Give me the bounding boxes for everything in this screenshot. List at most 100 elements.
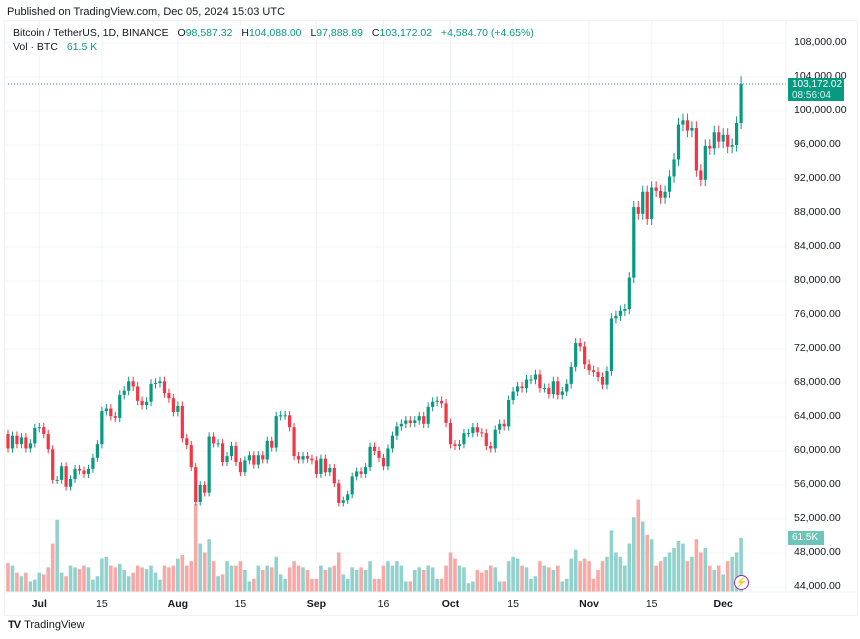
- volume-bar: [721, 574, 725, 592]
- candle-body: [60, 466, 64, 480]
- candle-body: [676, 124, 681, 160]
- candle-body: [6, 434, 10, 449]
- volume-bar: [328, 567, 332, 592]
- volume-bar: [126, 576, 131, 592]
- candle-body: [390, 435, 395, 449]
- volume-bar: [649, 539, 654, 592]
- candle-body: [466, 433, 471, 435]
- candle-body: [144, 401, 149, 406]
- candle-body: [690, 128, 694, 131]
- volume-bar: [207, 539, 211, 592]
- volume-bar: [167, 567, 171, 592]
- volume-bar: [618, 556, 623, 592]
- candle-body: [51, 449, 55, 480]
- candle-body: [422, 416, 426, 424]
- volume-bar: [332, 565, 337, 592]
- candle-body: [650, 187, 654, 219]
- low-value: 97,888.89: [316, 27, 363, 39]
- volume-bar: [292, 561, 296, 592]
- time-tick-label: 15: [507, 598, 519, 610]
- candle-body: [587, 364, 591, 371]
- candle-body: [274, 416, 278, 448]
- volume-bar: [667, 552, 672, 592]
- candle-body: [28, 443, 32, 449]
- volume-bar: [386, 561, 390, 592]
- candle-body: [162, 381, 167, 394]
- chart-legend: Bitcoin / TetherUS, 1D, BINANCE O98,587.…: [13, 26, 534, 54]
- volume-bar: [439, 578, 444, 592]
- last-price: 103,172.02: [792, 79, 843, 90]
- candle-body: [198, 485, 202, 502]
- candle-body: [46, 434, 50, 450]
- volume-bar: [685, 561, 690, 592]
- candle-body: [475, 427, 479, 433]
- candle-body: [149, 383, 153, 402]
- volume-bar: [707, 565, 712, 592]
- candle-body: [600, 377, 605, 385]
- volume-bar: [91, 579, 95, 592]
- candle-body: [180, 405, 184, 439]
- candle-body: [685, 120, 690, 131]
- volume-bar: [623, 565, 627, 592]
- volume-bar: [466, 583, 471, 592]
- footer-brand: TradingView: [24, 619, 85, 631]
- candle-body: [176, 405, 180, 412]
- candle-body: [480, 432, 484, 434]
- volume-bar: [153, 572, 158, 592]
- volume-bar: [158, 579, 162, 592]
- candle-body: [574, 343, 578, 367]
- volume-bar: [149, 565, 153, 592]
- candle-body: [721, 134, 725, 142]
- volume-bar: [122, 570, 127, 592]
- candle-body: [417, 416, 421, 421]
- volume-bar: [100, 558, 104, 592]
- volume-bar: [399, 565, 404, 592]
- symbol-title[interactable]: Bitcoin / TetherUS, 1D, BINANCE: [13, 27, 169, 39]
- volume-bar: [37, 572, 42, 592]
- volume-bar: [336, 552, 341, 592]
- volume-value: 61.5 K: [66, 41, 98, 53]
- volume-bar: [82, 565, 86, 592]
- price-tick-label: 60,000.00: [794, 444, 841, 456]
- candle-body: [627, 277, 631, 310]
- candle-body: [498, 423, 502, 430]
- price-tick-label: 52,000.00: [794, 512, 841, 524]
- volume-bar: [614, 552, 618, 592]
- candle-body: [296, 456, 301, 460]
- volume-bar: [243, 570, 247, 592]
- volume-bars: [6, 499, 743, 592]
- candle-body: [122, 390, 126, 395]
- volume-tag: 61.5K: [788, 531, 824, 545]
- candle-body: [735, 123, 739, 145]
- candle-body: [86, 468, 91, 474]
- candle-body: [395, 426, 399, 436]
- volume-label[interactable]: Vol · BTC: [13, 41, 58, 53]
- volume-bar: [10, 565, 15, 592]
- volume-bar: [59, 572, 64, 592]
- candle-body: [726, 134, 730, 147]
- candle-body: [19, 437, 24, 445]
- volume-bar: [377, 578, 381, 592]
- candle-body: [319, 458, 323, 474]
- time-tick-label: Aug: [167, 598, 189, 610]
- candle-body: [453, 444, 457, 446]
- volume-bar: [28, 581, 33, 592]
- volume-bar: [305, 570, 310, 592]
- candle-body: [203, 485, 207, 493]
- volume-bar: [301, 567, 305, 592]
- candle-body: [33, 428, 37, 444]
- lightning-bolt-icon[interactable]: ⚡: [734, 575, 749, 590]
- candle-body: [623, 309, 627, 311]
- volume-bar: [547, 567, 551, 592]
- volume-bar: [381, 565, 386, 592]
- time-tick-label: 16: [377, 598, 390, 610]
- candle-body: [368, 446, 372, 468]
- candle-body: [515, 386, 520, 392]
- candle-body: [64, 466, 68, 487]
- candle-body: [538, 374, 542, 389]
- volume-bar: [117, 563, 122, 592]
- volume-bar: [551, 570, 556, 592]
- candle-body: [439, 400, 444, 404]
- candle-body: [556, 381, 560, 395]
